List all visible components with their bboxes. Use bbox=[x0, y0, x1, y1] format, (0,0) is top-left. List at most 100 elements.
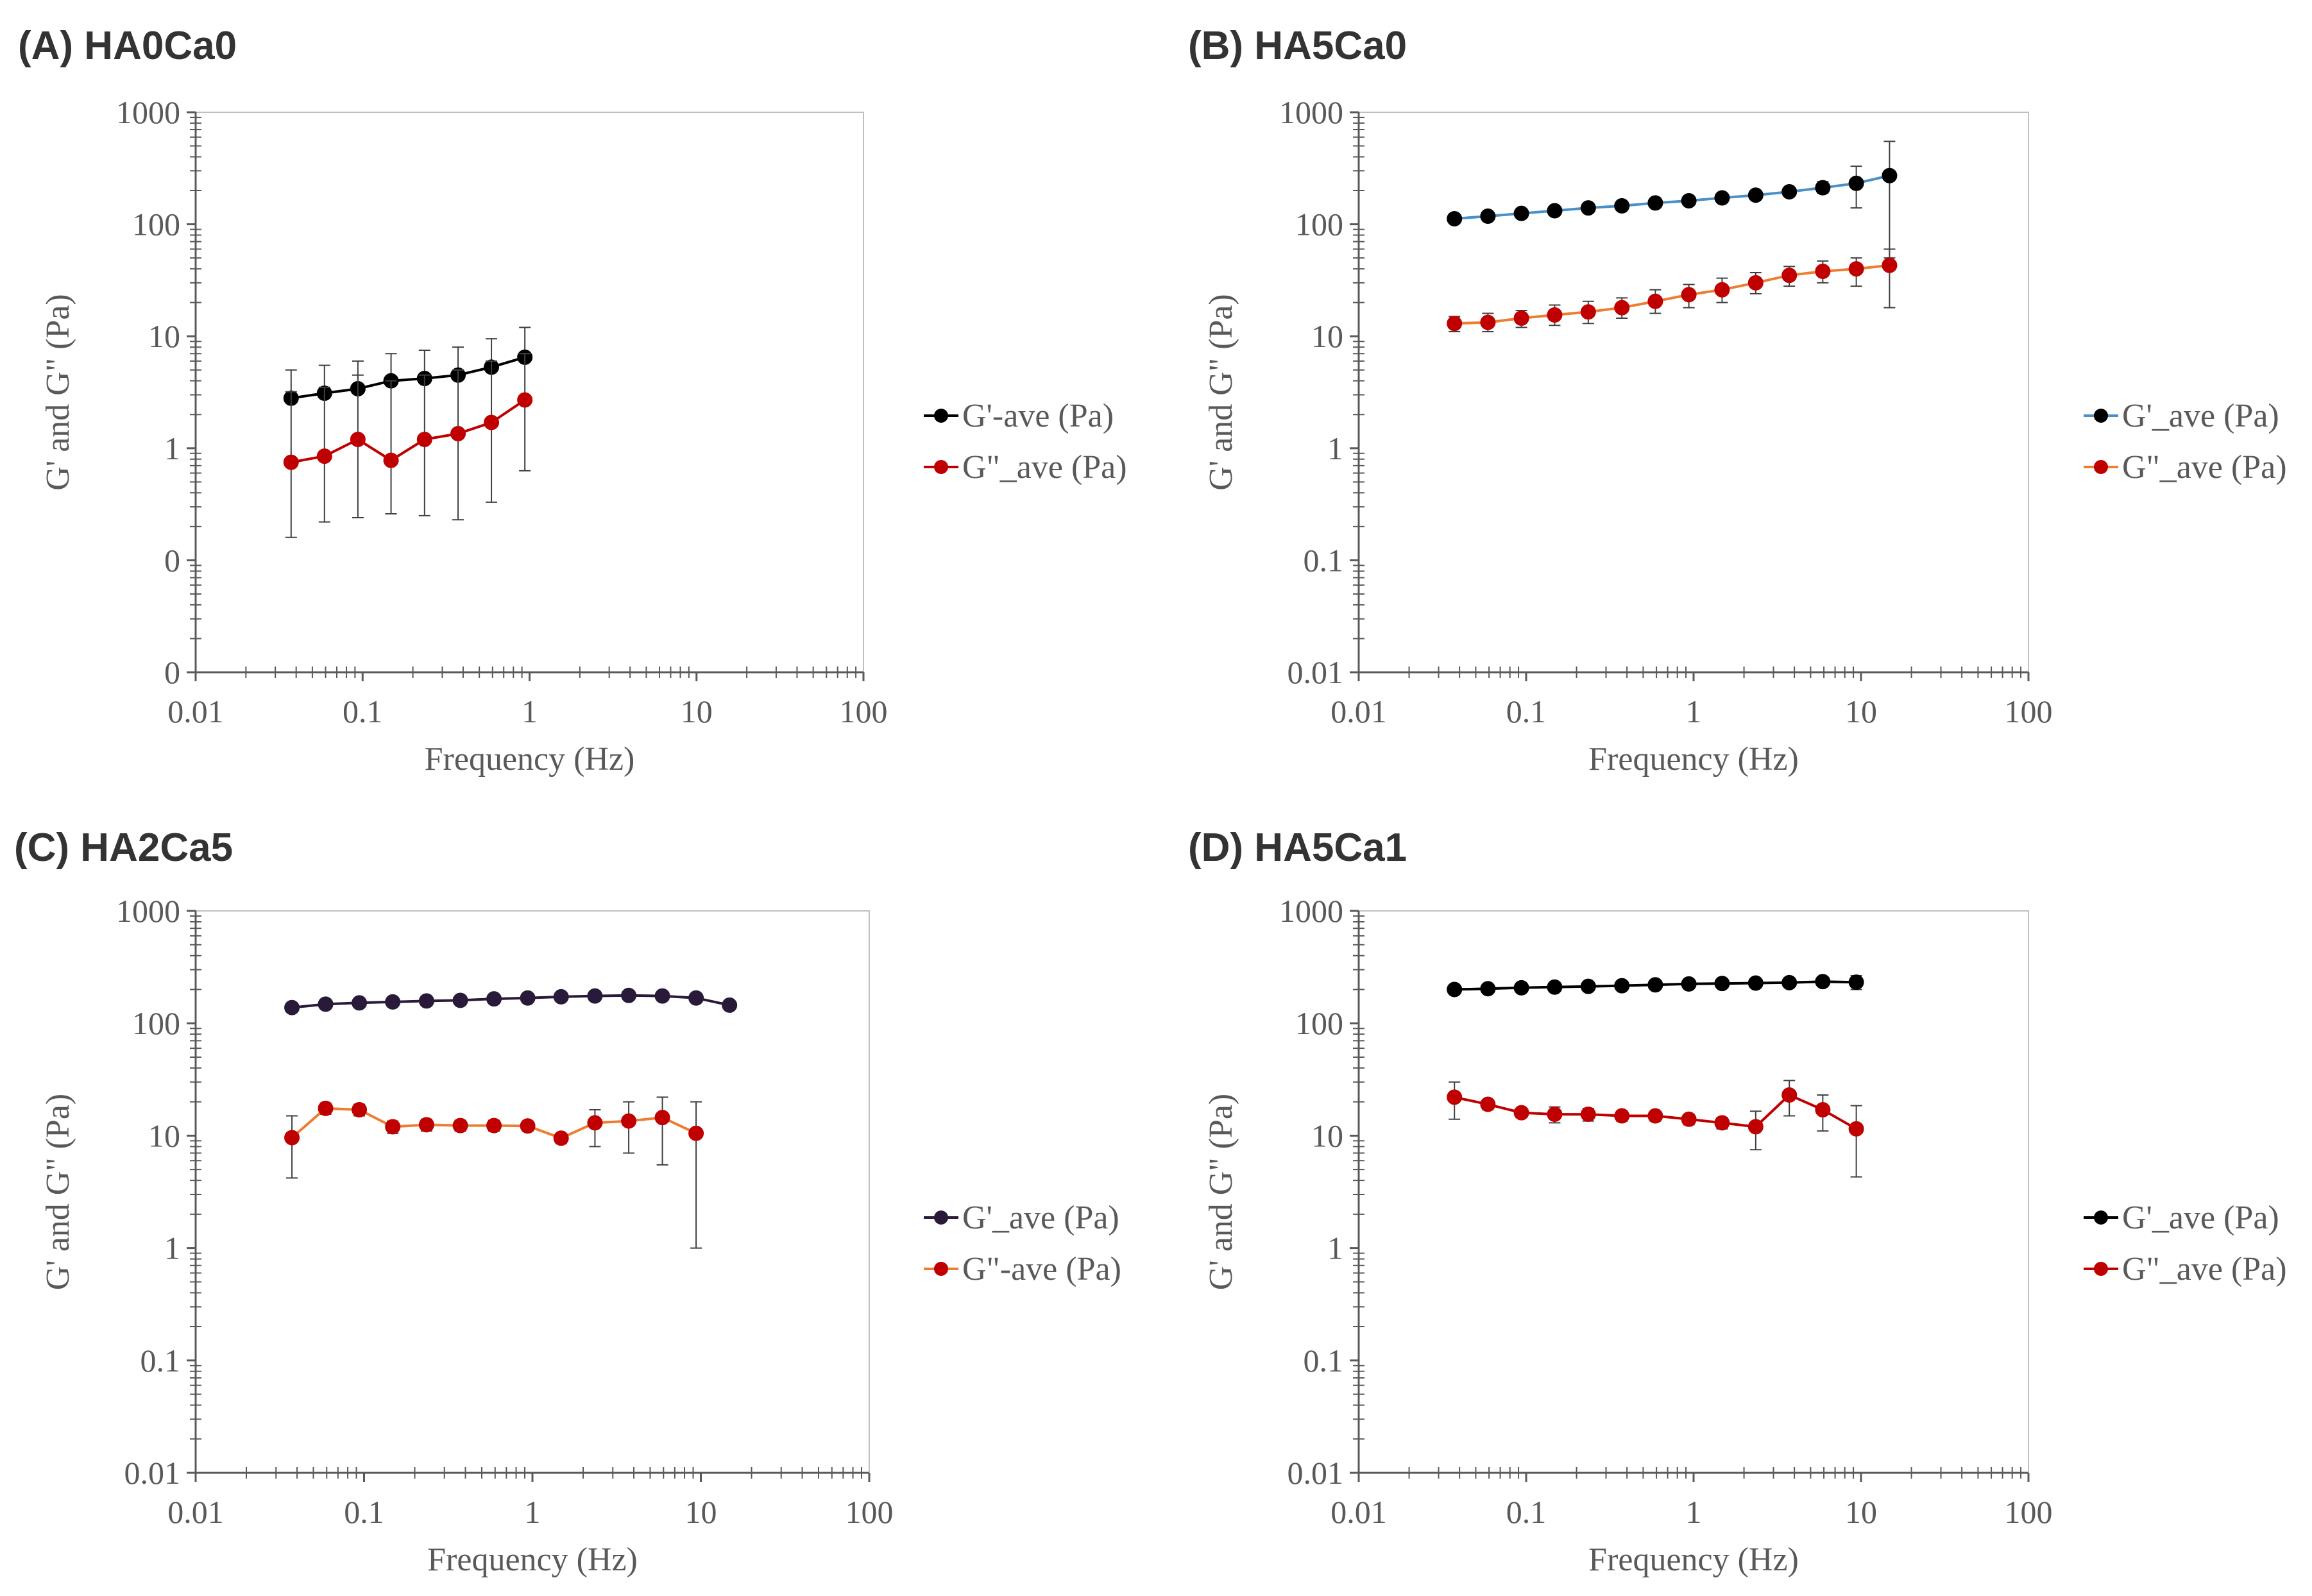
data-point bbox=[383, 452, 399, 468]
data-point bbox=[621, 987, 637, 1003]
legend-marker bbox=[934, 460, 948, 474]
y-tick-label: 1000 bbox=[116, 94, 180, 130]
x-tick-label: 100 bbox=[846, 1494, 894, 1530]
legend-marker bbox=[2094, 460, 2108, 474]
y-tick-label: 0 bbox=[164, 654, 180, 690]
data-point bbox=[1513, 980, 1529, 996]
data-point bbox=[1781, 267, 1798, 284]
data-point bbox=[1815, 263, 1831, 279]
data-point bbox=[1848, 1121, 1864, 1137]
legend-label: G'_ave (Pa) bbox=[2122, 1200, 2279, 1236]
data-point bbox=[1714, 976, 1730, 992]
data-point bbox=[621, 1113, 637, 1129]
x-tick-label: 0.1 bbox=[343, 693, 383, 729]
data-point bbox=[688, 1125, 704, 1141]
legend-label: G'_ave (Pa) bbox=[962, 1200, 1119, 1236]
y-tick-label: 10 bbox=[1311, 1117, 1343, 1153]
y-tick-label: 100 bbox=[1295, 207, 1343, 242]
data-point bbox=[1647, 977, 1663, 993]
data-point bbox=[1447, 981, 1463, 998]
y-tick-label: 1000 bbox=[1279, 893, 1343, 929]
data-point bbox=[654, 988, 670, 1004]
legend-label: G'-ave (Pa) bbox=[962, 398, 1114, 434]
data-point bbox=[486, 991, 502, 1007]
series-2 bbox=[1447, 248, 1898, 332]
data-point bbox=[553, 1130, 569, 1146]
data-point bbox=[587, 988, 603, 1004]
x-tick-label: 0.1 bbox=[1506, 1494, 1547, 1530]
y-tick-label: 10 bbox=[148, 1117, 180, 1153]
data-point bbox=[553, 989, 569, 1005]
data-point bbox=[284, 999, 300, 1015]
y-axis-label: G' and G" (Pa) bbox=[1203, 294, 1239, 490]
data-point bbox=[385, 1119, 401, 1135]
data-point bbox=[1647, 293, 1663, 309]
panel-title: (D) HA5Ca1 bbox=[1188, 826, 1407, 870]
data-point bbox=[1547, 1107, 1563, 1123]
data-point bbox=[1815, 180, 1831, 196]
panel-title: (A) HA0Ca0 bbox=[18, 24, 237, 68]
data-point bbox=[416, 431, 432, 447]
data-point bbox=[1547, 203, 1563, 219]
x-axis-label: Frequency (Hz) bbox=[1588, 741, 1799, 777]
data-point bbox=[654, 1110, 670, 1126]
y-axis-label: G' and G" (Pa) bbox=[40, 294, 76, 490]
y-tick-label: 10 bbox=[1311, 318, 1343, 354]
data-point bbox=[1747, 275, 1764, 291]
data-point bbox=[688, 990, 704, 1006]
data-point bbox=[316, 448, 332, 464]
data-point bbox=[1714, 190, 1730, 206]
data-point bbox=[1714, 282, 1730, 298]
data-point bbox=[1513, 310, 1529, 327]
y-tick-label: 0.01 bbox=[1288, 1455, 1344, 1491]
data-point bbox=[484, 414, 500, 430]
data-point bbox=[1882, 167, 1898, 183]
data-point bbox=[418, 993, 434, 1009]
x-tick-label: 0.01 bbox=[167, 693, 224, 729]
series-1 bbox=[284, 987, 738, 1015]
legend-marker bbox=[934, 409, 948, 423]
legend-label: G"_ave (Pa) bbox=[2122, 1251, 2287, 1287]
data-point bbox=[1447, 211, 1463, 227]
data-point bbox=[350, 431, 366, 447]
y-axis-label: G' and G" (Pa) bbox=[1203, 1094, 1239, 1290]
chart-panel-b: (B) HA5Ca0 0.01 0.1 1 10 100 0.01 0.1 1 10 100 1000… bbox=[1188, 24, 2287, 777]
legend-marker bbox=[2094, 1210, 2108, 1225]
chart-panel-c: (C) HA2Ca5 0.01 0.1 1 10 100 0.01 0.1 1 10 100 1000… bbox=[14, 826, 1121, 1578]
data-point bbox=[1447, 1089, 1463, 1105]
series-2 bbox=[1447, 1080, 1864, 1178]
data-point bbox=[1580, 978, 1596, 994]
data-point bbox=[1848, 175, 1864, 191]
series-2 bbox=[284, 1096, 704, 1249]
data-point bbox=[352, 1102, 368, 1118]
y-axis-label: G' and G" (Pa) bbox=[40, 1094, 76, 1290]
y-tick-label: 1000 bbox=[116, 893, 180, 929]
y-tick-label: 1000 bbox=[1279, 94, 1343, 130]
data-point bbox=[1882, 257, 1898, 273]
data-point bbox=[1781, 183, 1798, 200]
y-tick-label: 0.01 bbox=[1288, 654, 1344, 690]
data-point bbox=[318, 996, 334, 1012]
data-point bbox=[1647, 1108, 1663, 1124]
data-point bbox=[1747, 975, 1764, 991]
series-2 bbox=[283, 353, 533, 538]
data-point bbox=[1681, 287, 1697, 303]
data-point bbox=[1480, 981, 1496, 997]
data-point bbox=[520, 990, 536, 1006]
y-tick-label: 100 bbox=[132, 207, 180, 242]
data-point bbox=[517, 392, 533, 408]
data-point bbox=[1580, 200, 1596, 216]
legend-label: G"_ave (Pa) bbox=[962, 449, 1127, 486]
legend-label: G"-ave (Pa) bbox=[962, 1251, 1121, 1287]
y-tick-label: 1 bbox=[1327, 430, 1343, 466]
data-point bbox=[1647, 195, 1663, 211]
data-point bbox=[1614, 1108, 1630, 1124]
x-axis-label: Frequency (Hz) bbox=[1588, 1541, 1799, 1578]
data-point bbox=[1547, 307, 1563, 323]
y-tick-label: 0.1 bbox=[1304, 1343, 1344, 1379]
data-point bbox=[318, 1100, 334, 1116]
data-point bbox=[1714, 1115, 1730, 1131]
x-axis-label: Frequency (Hz) bbox=[425, 741, 635, 777]
data-point bbox=[587, 1115, 603, 1131]
